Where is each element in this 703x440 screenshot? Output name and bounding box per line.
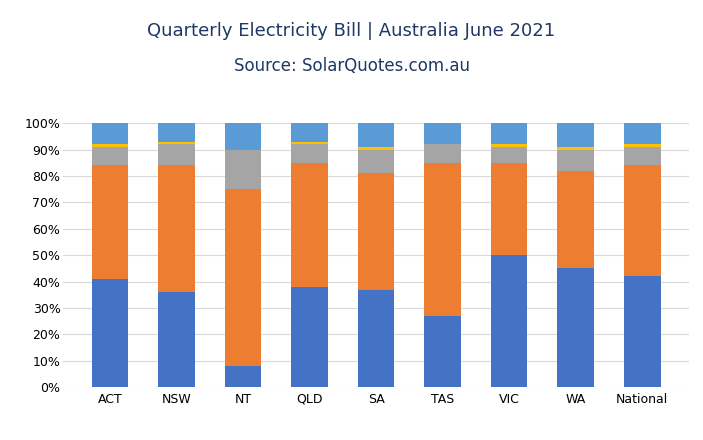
Bar (91, 123, 129, 144)
Bar (491, 123, 527, 144)
Bar (91, 147, 129, 165)
Text: Quarterly Electricity Bill | Australia June 2021: Quarterly Electricity Bill | Australia J… (148, 22, 555, 40)
Bar (557, 150, 594, 171)
Bar (358, 290, 394, 387)
Bar (425, 144, 461, 163)
Bar (158, 165, 195, 292)
Bar (491, 144, 527, 147)
Bar (291, 142, 328, 144)
Bar (624, 123, 661, 144)
Bar (158, 123, 195, 142)
Bar (225, 366, 262, 387)
Bar (91, 279, 129, 387)
Bar (158, 144, 195, 165)
Bar (624, 165, 661, 276)
Bar (358, 147, 394, 150)
Bar (624, 144, 661, 147)
Bar (158, 142, 195, 144)
Bar (291, 287, 328, 387)
Bar (358, 173, 394, 290)
Text: Source: SolarQuotes.com.au: Source: SolarQuotes.com.au (233, 57, 470, 75)
Bar (291, 123, 328, 142)
Bar (358, 123, 394, 147)
Bar (91, 144, 129, 147)
Bar (491, 255, 527, 387)
Bar (225, 150, 262, 189)
Bar (624, 276, 661, 387)
Bar (425, 163, 461, 316)
Bar (557, 171, 594, 268)
Bar (491, 163, 527, 255)
Bar (291, 163, 328, 287)
Bar (491, 147, 527, 163)
Bar (425, 316, 461, 387)
Bar (624, 147, 661, 165)
Legend: < $500, $500 - $1000, $1000- $2000, $2000+, Don't know: < $500, $500 - $1000, $1000- $2000, $200… (161, 438, 591, 440)
Bar (91, 165, 129, 279)
Bar (425, 123, 461, 144)
Bar (225, 189, 262, 366)
Bar (291, 144, 328, 163)
Bar (358, 150, 394, 173)
Bar (158, 292, 195, 387)
Bar (557, 123, 594, 147)
Bar (225, 123, 262, 150)
Bar (557, 268, 594, 387)
Bar (557, 147, 594, 150)
